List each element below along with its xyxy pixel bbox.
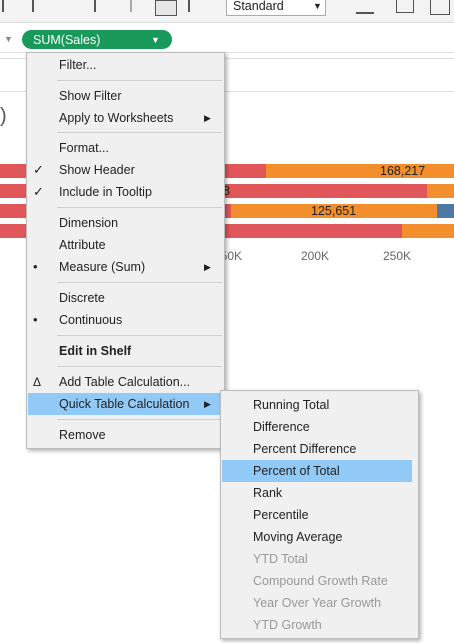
menu-item[interactable]: Edit in Shelf [28, 340, 221, 362]
toolbar-icon[interactable] [356, 0, 374, 14]
pill-label: SUM(Sales) [33, 33, 101, 47]
bar [231, 204, 437, 218]
menu-item-label: Continuous [59, 313, 123, 327]
menu-item-label: Percent Difference [253, 442, 357, 456]
menu-item[interactable]: ✓ Show Header [28, 159, 221, 181]
menu-item[interactable]: Running Total [222, 394, 412, 416]
menu-item-label: Filter... [59, 58, 97, 72]
toolbar-icon[interactable] [118, 0, 132, 12]
shelf-arrow: ▼ [4, 34, 13, 44]
bar [427, 184, 454, 198]
menu-item[interactable]: Quick Table Calculation ▶ [28, 393, 221, 415]
menu-item-label: Measure (Sum) [59, 260, 146, 274]
menu-item-label: Rank [253, 486, 283, 500]
menu-item-label: YTD Total [253, 552, 308, 566]
menu-item-label: Remove [59, 428, 106, 442]
menu-item[interactable]: Percent Difference [222, 438, 412, 460]
separator [57, 335, 222, 336]
menu-item: YTD Growth [222, 614, 412, 636]
menu-item[interactable]: Filter... [28, 54, 221, 76]
menu-item-label: Year Over Year Growth [253, 596, 382, 610]
submenu-arrow: ▶ [204, 262, 211, 272]
separator [57, 207, 222, 208]
menu-item[interactable]: Percent of Total [222, 460, 412, 482]
menu-item-label: Show Header [59, 163, 135, 177]
pill-arrow: ▼ [151, 35, 160, 45]
menu-item[interactable]: Remove [28, 424, 221, 446]
menu-item[interactable]: ✓ Include in Tooltip [28, 181, 221, 203]
separator [57, 282, 222, 283]
separator [57, 366, 222, 367]
menu-item: YTD Total [222, 548, 412, 570]
menu-item-label: Quick Table Calculation [59, 397, 190, 411]
toolbar-icon[interactable] [2, 0, 18, 12]
menu-item-label: Attribute [59, 238, 106, 252]
toolbar-icon[interactable] [82, 0, 96, 12]
pill[interactable]: SUM(Sales) ▼ [22, 30, 172, 49]
menu-item-label: Moving Average [253, 530, 343, 544]
toolbar-icon[interactable] [32, 0, 48, 12]
menu-item[interactable]: Dimension [28, 212, 221, 234]
menu-item-label: YTD Growth [253, 618, 322, 632]
bar-label: 168,217 [380, 164, 426, 178]
menu-item[interactable]: Apply to Worksheets ▶ [28, 107, 221, 129]
separator [57, 132, 222, 133]
bar-label: 125,651 [311, 204, 357, 218]
separator [57, 80, 222, 81]
menu-item-label: Difference [253, 420, 310, 434]
bar-label: 8 [223, 184, 230, 198]
context-menu: Filter... Show Filter Apply to Worksheets ▶… [26, 52, 225, 449]
dropdown[interactable]: Standard ▼ [226, 0, 326, 16]
menu-item[interactable]: Discrete [28, 287, 221, 309]
submenu: Running Total Difference Percent Differenc… [220, 390, 419, 639]
axis-tick-label: 250K [383, 249, 412, 263]
menu-item[interactable]: Difference [222, 416, 412, 438]
menu-item[interactable]: Attribute [28, 234, 221, 256]
menu-item-label: Add Table Calculation... [59, 375, 191, 389]
menu-item-label: Apply to Worksheets [59, 111, 174, 125]
menu-item-label: Dimension [59, 216, 119, 230]
toolbar-icon[interactable] [396, 0, 414, 13]
menu-item[interactable]: Format... [28, 137, 221, 159]
menu-icon: ✓ [33, 184, 44, 199]
menu-icon: • [33, 312, 38, 327]
bar [402, 224, 454, 238]
menu-icon: • [33, 259, 38, 274]
separator [57, 419, 222, 420]
menu-icon: ✓ [33, 162, 44, 177]
menu-item-label: Percentile [253, 508, 309, 522]
menu-item-label: Edit in Shelf [59, 344, 132, 358]
menu-item-label: Show Filter [59, 89, 122, 103]
menu-item: Compound Growth Rate [222, 570, 412, 592]
menu-item-label: Running Total [253, 398, 330, 412]
dropdown-value: Standard [233, 0, 284, 13]
menu-item[interactable]: Percentile [222, 504, 412, 526]
menu-item[interactable]: • Measure (Sum) ▶ [28, 256, 221, 278]
menu-item-label: Discrete [59, 291, 105, 305]
axis-tick-label: 200K [301, 249, 330, 263]
shelf: ▼ SUM(Sales) ▼ [0, 26, 454, 53]
bar [266, 164, 454, 178]
menu-item: Year Over Year Growth [222, 592, 412, 614]
title-fragment: ) [0, 105, 7, 127]
menu-item[interactable]: • Continuous [28, 309, 221, 331]
dropdown-arrow: ▼ [313, 1, 322, 11]
menu-item-label: Include in Tooltip [59, 185, 152, 199]
toolbar-icon[interactable] [155, 0, 177, 16]
menu-item[interactable]: Show Filter [28, 85, 221, 107]
menu-item[interactable]: Moving Average [222, 526, 412, 548]
menu-item-label: Percent of Total [253, 464, 340, 478]
menu-item-label: Compound Growth Rate [253, 574, 388, 588]
toolbar-icon[interactable] [430, 0, 450, 15]
menu-item-label: Format... [59, 141, 110, 155]
menu-item[interactable]: Rank [222, 482, 412, 504]
toolbar: Standard ▼ [0, 0, 454, 23]
submenu-arrow: ▶ [204, 399, 211, 409]
menu-icon: Δ [33, 375, 42, 389]
toolbar-icon[interactable] [188, 0, 204, 12]
submenu-arrow: ▶ [204, 113, 211, 123]
menu-item[interactable]: Δ Add Table Calculation... [28, 371, 221, 393]
bar [437, 204, 454, 218]
